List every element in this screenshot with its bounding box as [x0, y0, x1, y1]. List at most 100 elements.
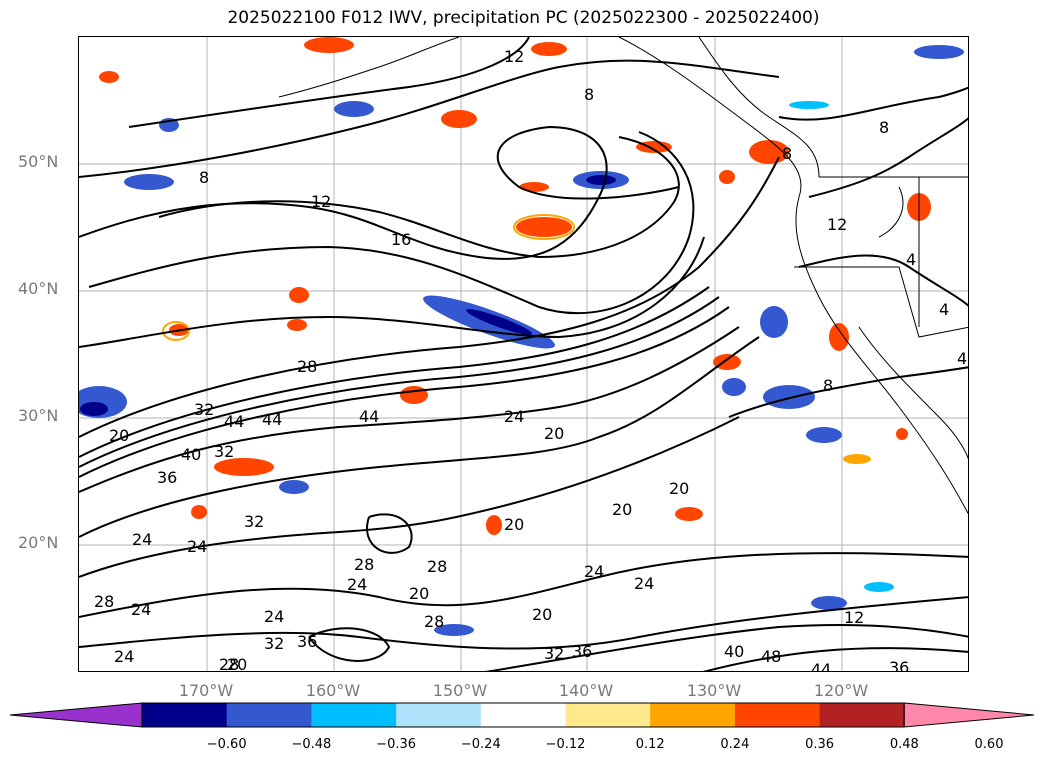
precip-blob — [334, 101, 374, 117]
colorbar-extend-right — [903, 702, 1035, 728]
precip-blob — [279, 480, 309, 494]
iwv-contours — [79, 37, 968, 671]
contour-label: 28 — [94, 592, 114, 611]
contour-label: 44 — [262, 410, 282, 429]
colorbar-tick-label: −0.60 — [206, 737, 247, 752]
lon-label-170w: 170°W — [178, 681, 234, 700]
contour-label: 24 — [504, 407, 524, 426]
precip-blob — [806, 427, 842, 443]
contour-label: 4 — [939, 300, 949, 319]
colorbar-tick-label: 0.12 — [635, 737, 665, 752]
precip-blob — [519, 182, 549, 192]
lat-label-50n: 50°N — [18, 152, 59, 171]
contour-label: 28 — [219, 655, 239, 672]
lat-label-20n: 20°N — [18, 533, 59, 552]
contour-label: 32 — [214, 442, 234, 461]
precip-blob — [896, 428, 908, 440]
colorbar-tick-label: −0.12 — [545, 737, 586, 752]
precip-blob — [191, 505, 207, 519]
colorbar-tick-label: −0.24 — [460, 737, 501, 752]
contour-label: 24 — [114, 647, 134, 666]
contour-label: 44 — [811, 660, 831, 672]
precip-blob — [586, 175, 616, 185]
contour-label: 44 — [359, 407, 379, 426]
coastlines — [278, 37, 968, 515]
colorbar-segment — [650, 703, 736, 727]
contour-label: 4 — [906, 250, 916, 269]
contour-label: 12 — [844, 608, 864, 627]
lat-label-30n: 30°N — [18, 406, 59, 425]
contour-label: 48 — [761, 647, 781, 666]
lat-label-40n: 40°N — [18, 279, 59, 298]
contour-label: 44 — [224, 412, 244, 431]
lon-label-130w: 130°W — [686, 681, 742, 700]
contour-label: 12 — [827, 215, 847, 234]
precip-blob — [789, 101, 829, 109]
contour-label: 28 — [354, 555, 374, 574]
contour-label: 40 — [181, 445, 201, 464]
contour-label: 4 — [957, 349, 967, 368]
lon-label-140w: 140°W — [558, 681, 614, 700]
contour-label: 8 — [823, 376, 833, 395]
precip-blob — [434, 624, 474, 636]
contour-label: 20 — [669, 479, 689, 498]
lon-label-160w: 160°W — [305, 681, 361, 700]
contour-label: 8 — [782, 144, 792, 163]
precip-blob — [675, 507, 703, 521]
contour-label: 16 — [391, 230, 411, 249]
contour-label: 24 — [264, 607, 284, 626]
colorbar — [10, 702, 1035, 728]
contour-label: 20 — [612, 500, 632, 519]
contour-label: 32 — [544, 644, 564, 663]
contour-label: 24 — [347, 575, 367, 594]
contour-label: 8 — [879, 118, 889, 137]
lon-label-120w: 120°W — [813, 681, 869, 700]
colorbar-segment — [734, 703, 821, 727]
contour-label: 12 — [311, 192, 331, 211]
contour-label: 36 — [572, 642, 592, 661]
contour-label: 8 — [584, 85, 594, 104]
contour-label: 20 — [544, 424, 564, 443]
contour-label: 20 — [109, 426, 129, 445]
colorbar-segment — [480, 703, 566, 727]
colorbar-segment — [819, 703, 905, 727]
plot-title: 2025022100 F012 IWV, precipitation PC (2… — [227, 8, 820, 28]
precip-blob — [722, 378, 746, 396]
precip-blob — [466, 309, 532, 335]
contour-label: 12 — [504, 47, 524, 66]
contour-label: 20 — [227, 655, 247, 672]
precip-blob — [760, 306, 788, 338]
precip-blob — [99, 71, 119, 83]
contour-label: 28 — [424, 612, 444, 631]
contour-label: 24 — [132, 530, 152, 549]
precip-blob — [486, 515, 502, 535]
precip-blob — [713, 354, 741, 370]
colorbar-tick-label: −0.36 — [376, 737, 417, 752]
graticule — [79, 37, 968, 671]
contour-label: 32 — [264, 634, 284, 653]
map-canvas: 12 8 8 8 12 16 8 12 4 4 4 8 28 32 44 44 … — [79, 37, 968, 672]
contour-label: 36 — [297, 632, 317, 651]
contour-label: 20 — [504, 515, 524, 534]
precip-blob — [829, 323, 849, 351]
precip-anomaly-blobs — [79, 37, 964, 636]
colorbar-tick-label: 0.48 — [889, 737, 919, 752]
contour-label: 36 — [157, 468, 177, 487]
colorbar-tick-label: 0.24 — [720, 737, 750, 752]
precip-blob — [289, 287, 309, 303]
precip-blob — [214, 458, 274, 476]
precip-blob — [304, 37, 354, 53]
contour-label: 40 — [724, 642, 744, 661]
colorbar-segment — [311, 703, 397, 727]
contour-label: 28 — [297, 357, 317, 376]
precip-blob — [441, 110, 477, 128]
contour-label: 28 — [427, 557, 447, 576]
contour-label: 20 — [409, 584, 429, 603]
contour-label-group: 12 8 8 8 12 16 8 12 4 4 4 8 28 32 44 44 … — [94, 47, 967, 672]
colorbar-tick-label: 0.36 — [805, 737, 835, 752]
precip-blob — [516, 217, 572, 237]
precip-blob — [914, 45, 964, 59]
precip-blob — [531, 42, 567, 56]
colorbar-frame — [141, 702, 905, 728]
lon-label-150w: 150°W — [432, 681, 488, 700]
